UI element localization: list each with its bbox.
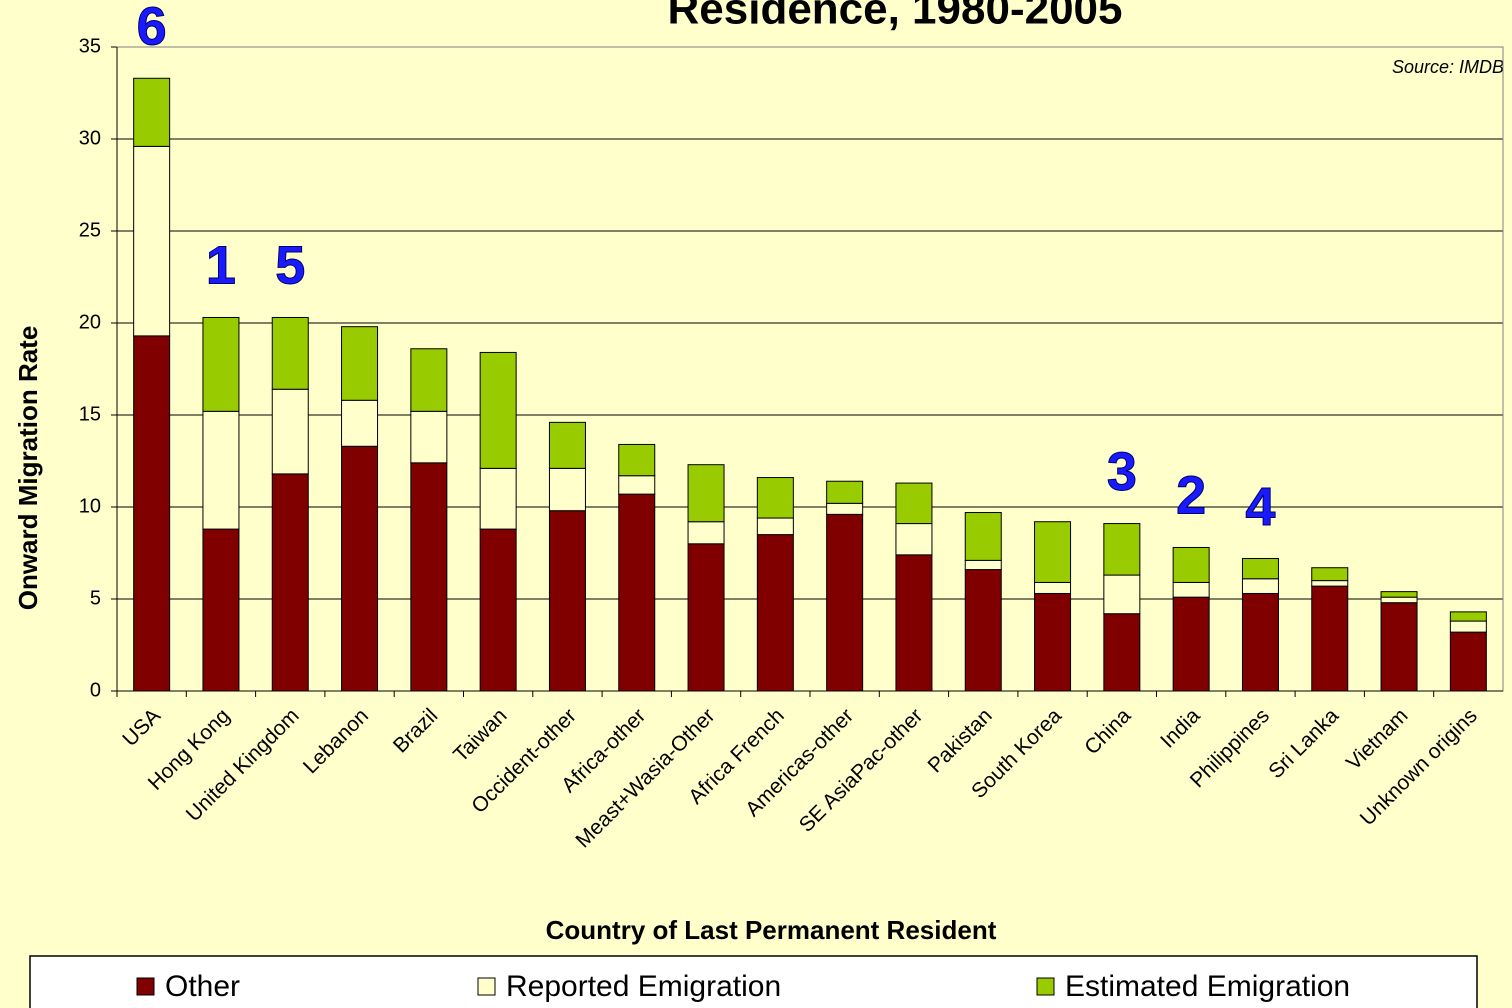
bar-segment: [895, 523, 933, 556]
bar-segment: [964, 559, 1002, 571]
bar-segment: [618, 443, 656, 477]
legend-swatch: [1036, 977, 1055, 996]
bar-segment: [341, 326, 379, 401]
y-tick-label: 30: [79, 127, 101, 149]
y-tick-label: 15: [79, 403, 101, 425]
bar-segment: [687, 543, 725, 692]
bar-segment: [1449, 611, 1487, 622]
bar-segment: [1449, 620, 1487, 633]
legend-swatch: [477, 977, 496, 996]
source: Source: IMDB: [1392, 57, 1504, 77]
bar-segment: [548, 467, 586, 512]
bar-segment: [133, 335, 171, 692]
x-tick-label: India: [1156, 704, 1205, 753]
bar-segment: [341, 399, 379, 447]
annotation: 2: [1176, 466, 1206, 526]
bar-segment: [618, 475, 656, 495]
y-tick-label: 35: [79, 35, 101, 57]
bar-segment: [133, 145, 171, 337]
bar-segment: [895, 554, 933, 692]
bar-segment: [548, 421, 586, 469]
bar-segment: [756, 517, 794, 536]
bar-segment: [1103, 523, 1141, 576]
y-tick-label: 25: [79, 219, 101, 241]
bar-segment: [410, 462, 448, 692]
bar-segment: [271, 473, 309, 692]
bar-segment: [202, 410, 240, 530]
bar-segment: [964, 512, 1002, 561]
legend-label: Other: [165, 970, 240, 1003]
bar-segment: [1380, 602, 1418, 692]
bar-segment: [410, 348, 448, 412]
annotation: 5: [275, 236, 305, 296]
bar-segment: [1172, 581, 1210, 598]
legend-box: [29, 955, 1478, 1008]
bar-segment: [1241, 578, 1279, 594]
bar-segment: [1380, 596, 1418, 604]
bar-segment: [895, 482, 933, 525]
bar-segment: [1103, 574, 1141, 615]
annotation: 3: [1107, 442, 1137, 502]
bar-segment: [964, 569, 1002, 692]
x-tick-label: China: [1080, 704, 1135, 759]
bar-segment: [826, 513, 864, 692]
x-tick-label: Brazil: [389, 704, 442, 757]
bar-segment: [202, 316, 240, 412]
x-tick-label: Taiwan: [449, 704, 511, 766]
bar-segment: [410, 410, 448, 464]
x-tick-label: Pakistan: [923, 704, 996, 777]
plot-frame: [116, 46, 1504, 692]
bar-segment: [1241, 592, 1279, 692]
bar-segment: [1103, 613, 1141, 692]
bar-segment: [1311, 567, 1349, 582]
legend-label: Estimated Emigration: [1065, 970, 1350, 1003]
bar-segment: [826, 502, 864, 515]
bar-segment: [341, 445, 379, 692]
y-axis-title: Onward Migration Rate: [13, 326, 43, 611]
bar-segment: [618, 493, 656, 692]
y-tick-label: 0: [90, 679, 101, 701]
chart-title: Residence, 1980-2005: [668, 0, 1123, 34]
x-tick-label: Sri Lanka: [1264, 704, 1343, 783]
bar-segment: [1034, 521, 1072, 583]
x-tick-label: SE AsiaPac-other: [795, 704, 928, 837]
bar-segment: [1172, 546, 1210, 583]
bar-segment: [1172, 596, 1210, 692]
annotation: 1: [206, 236, 236, 296]
bar-segment: [1034, 592, 1072, 692]
x-axis-title: Country of Last Permanent Resident: [546, 915, 997, 945]
annotation: 6: [137, 0, 167, 57]
bar-segment: [1449, 631, 1487, 692]
bar-segment: [756, 534, 794, 692]
bar-segment: [271, 388, 309, 475]
legend-swatch: [136, 977, 155, 996]
bar-segment: [1241, 558, 1279, 580]
bar-segment: [548, 510, 586, 692]
bar-segment: [479, 528, 517, 692]
bar-segment: [687, 521, 725, 545]
bar-segment: [687, 464, 725, 523]
bar-segment: [202, 528, 240, 692]
bar-segment: [271, 316, 309, 390]
bar-segment: [1311, 580, 1349, 587]
y-tick-label: 20: [79, 311, 101, 333]
bar-segment: [756, 477, 794, 519]
legend-label: Reported Emigration: [506, 970, 781, 1003]
bar-segment: [133, 77, 171, 147]
bar-segment: [1380, 591, 1418, 598]
annotation: 4: [1245, 477, 1275, 537]
y-tick-label: 10: [79, 495, 101, 517]
bar-segment: [1311, 585, 1349, 692]
x-tick-label: Unknown origins: [1356, 704, 1482, 830]
x-tick-label: Lebanon: [299, 704, 373, 778]
bar-segment: [479, 351, 517, 469]
x-tick-label: Vietnam: [1342, 704, 1412, 774]
y-tick-label: 5: [90, 587, 101, 609]
bar-segment: [479, 467, 517, 530]
bar-segment: [826, 480, 864, 504]
x-tick-label: USA: [118, 704, 165, 751]
bar-segment: [1034, 581, 1072, 594]
